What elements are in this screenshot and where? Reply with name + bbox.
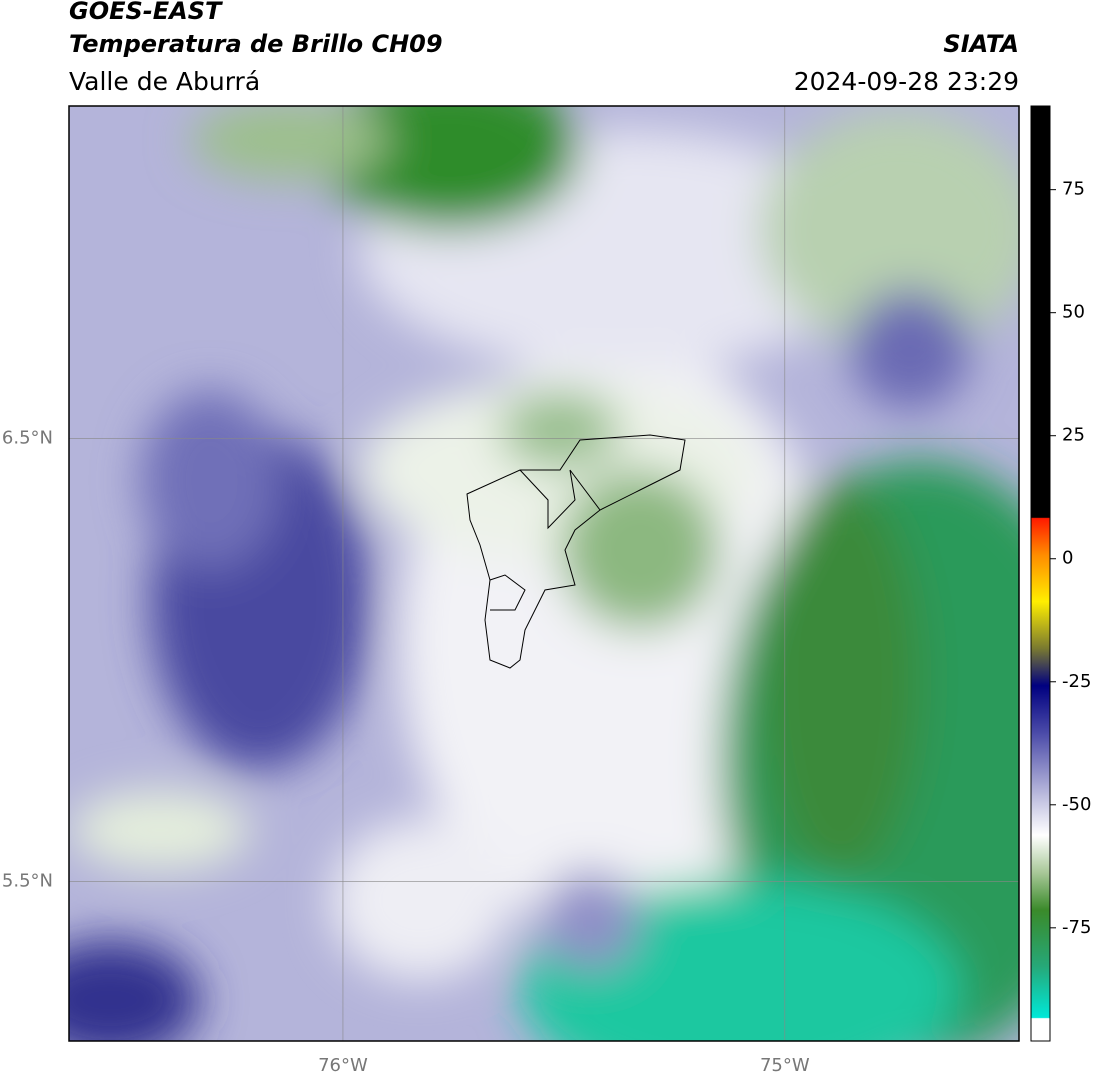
colorbar-label: 50 xyxy=(1062,302,1085,323)
source: SIATA xyxy=(943,30,1019,58)
satellite-image xyxy=(69,106,1019,1041)
colorbar-label: 25 xyxy=(1062,425,1085,446)
boundary xyxy=(466,434,686,669)
boundary xyxy=(489,574,526,611)
title: Temperatura de Brillo CH09 xyxy=(69,30,443,58)
colorbar-label: -25 xyxy=(1062,671,1091,692)
lat-label: 6.5°N xyxy=(2,427,53,448)
lon-label: 76°W xyxy=(318,1055,368,1076)
lon-label: 75°W xyxy=(760,1055,810,1076)
colorbar-label: -75 xyxy=(1062,917,1091,938)
satellite: GOES-EAST xyxy=(69,0,223,25)
colorbar-label: 75 xyxy=(1062,179,1085,200)
region: Valle de Aburrá xyxy=(69,67,260,96)
colorbar-label: -50 xyxy=(1062,794,1091,815)
colorbar-label: 0 xyxy=(1062,548,1073,569)
map-frame xyxy=(68,105,1020,1042)
colorbar xyxy=(1030,105,1051,1042)
boundary xyxy=(519,469,601,530)
datetime: 2024-09-28 23:29 xyxy=(794,67,1019,96)
lat-label: 5.5°N xyxy=(2,870,53,891)
